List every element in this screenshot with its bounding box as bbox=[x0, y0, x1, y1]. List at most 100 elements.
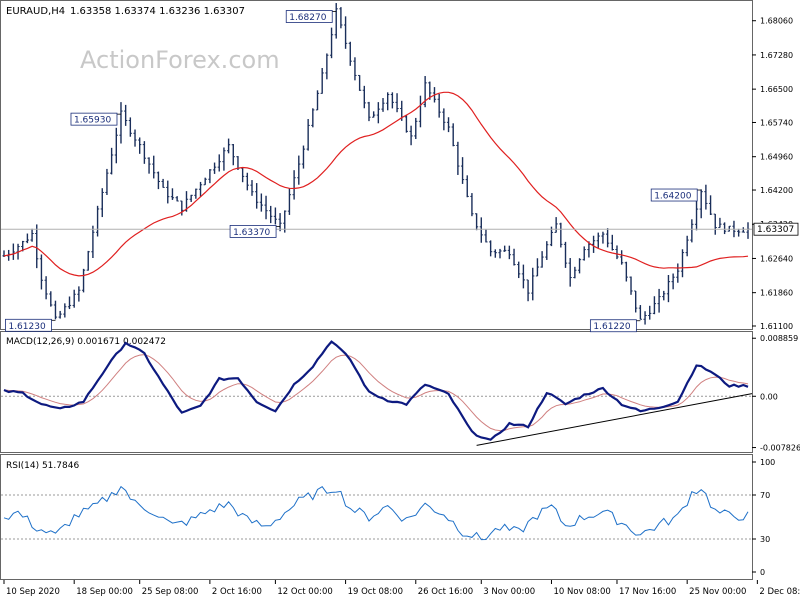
price-bar bbox=[475, 213, 479, 231]
price-bar bbox=[222, 147, 226, 171]
price-bar bbox=[545, 241, 549, 260]
price-bar bbox=[708, 195, 713, 216]
price-bar bbox=[329, 27, 334, 59]
ohlc-header: 1.63358 1.63374 1.63236 1.63307 bbox=[70, 6, 245, 17]
price-bar bbox=[680, 249, 685, 278]
price-bar bbox=[245, 172, 249, 191]
rsi-panel-frame bbox=[0, 454, 753, 580]
macd-main-line bbox=[3, 340, 749, 441]
price-bar bbox=[624, 261, 628, 282]
price-bar bbox=[367, 101, 371, 122]
price-bar bbox=[498, 248, 502, 259]
macd-signal-line bbox=[3, 354, 749, 432]
macd-y-tick-label: -0.007826 bbox=[760, 444, 800, 453]
price-bar bbox=[493, 249, 497, 258]
x-tick-label: 25 Nov 00:00 bbox=[689, 587, 746, 597]
macd-y-axis: 0.008859 0.00 -0.007826 bbox=[752, 334, 800, 453]
price-y-tick-label: 1.62640 bbox=[760, 254, 793, 263]
price-bar bbox=[194, 188, 198, 199]
price-bar bbox=[577, 258, 582, 274]
price-bar bbox=[718, 217, 722, 229]
price-y-tick-label: 1.67280 bbox=[760, 51, 793, 60]
x-tick-label: 10 Sep 2020 bbox=[6, 587, 60, 597]
price-bar bbox=[147, 157, 151, 174]
rsi-line bbox=[3, 485, 749, 541]
price-bar bbox=[540, 251, 544, 268]
price-bar bbox=[128, 117, 132, 137]
price-bar bbox=[339, 7, 343, 29]
annotation-box bbox=[229, 225, 277, 238]
price-bar bbox=[460, 157, 465, 184]
price-bar bbox=[138, 137, 142, 154]
price-bar bbox=[503, 245, 507, 252]
watermark: ActionForex.com bbox=[80, 46, 280, 74]
price-bar bbox=[156, 171, 161, 190]
price-bar bbox=[306, 119, 310, 151]
price-bar bbox=[652, 296, 657, 315]
price-bar bbox=[231, 143, 235, 166]
price-bar bbox=[517, 261, 521, 279]
annotation-label: 1.64200 bbox=[654, 192, 691, 202]
price-bar bbox=[666, 274, 671, 303]
price-bar bbox=[489, 240, 493, 257]
price-annotation: 1.65930 bbox=[70, 112, 121, 126]
price-bar bbox=[269, 205, 273, 224]
rsi-y-tick-label: 0 bbox=[760, 568, 765, 577]
price-bar bbox=[451, 123, 455, 147]
price-bar bbox=[634, 290, 638, 313]
price-bar bbox=[694, 199, 699, 231]
price-bar bbox=[25, 233, 29, 244]
price-bar bbox=[114, 127, 118, 164]
price-bar bbox=[227, 138, 231, 154]
price-bar bbox=[414, 117, 418, 140]
price-bar bbox=[180, 200, 184, 216]
price-bar bbox=[629, 276, 633, 295]
price-bar bbox=[395, 93, 399, 113]
annotation-box bbox=[5, 318, 52, 332]
x-tick-label: 17 Nov 16:00 bbox=[619, 587, 676, 597]
price-bar bbox=[133, 129, 137, 147]
macd-trendline bbox=[476, 393, 753, 446]
price-bar bbox=[255, 183, 259, 209]
price-bar bbox=[100, 188, 104, 218]
price-annotation: 1.68270 bbox=[285, 10, 337, 23]
price-bar bbox=[124, 104, 128, 126]
price-bar bbox=[325, 53, 329, 80]
x-tick-label: 2 Dec 08:00 bbox=[759, 587, 800, 597]
price-bar bbox=[559, 222, 563, 248]
price-bar bbox=[737, 228, 741, 237]
price-bar bbox=[175, 196, 179, 202]
price-bar bbox=[442, 108, 446, 131]
price-bar bbox=[161, 178, 165, 188]
annotation-box bbox=[589, 319, 637, 333]
x-tick-label: 3 Nov 00:00 bbox=[483, 587, 535, 597]
price-bar bbox=[685, 235, 689, 257]
price-bar bbox=[601, 231, 605, 244]
price-bar bbox=[91, 225, 95, 259]
x-tick-label: 2 Oct 16:00 bbox=[212, 587, 262, 597]
price-bar bbox=[63, 303, 67, 318]
price-bar bbox=[110, 147, 114, 175]
last-price-label: 1.63307 bbox=[757, 225, 794, 235]
price-bar bbox=[72, 289, 76, 308]
price-bar bbox=[212, 162, 217, 174]
price-bar bbox=[409, 125, 413, 146]
annotation-box bbox=[70, 112, 118, 126]
price-bar bbox=[596, 232, 600, 248]
x-tick-label: 12 Oct 00:00 bbox=[277, 587, 332, 597]
price-bar bbox=[372, 111, 376, 118]
price-bar bbox=[53, 300, 58, 320]
price-bar bbox=[741, 227, 745, 233]
macd-y-tick-label: 0.00 bbox=[760, 392, 778, 401]
price-bar bbox=[437, 93, 441, 118]
price-bar bbox=[35, 224, 39, 269]
price-bar bbox=[105, 168, 109, 195]
price-y-tick-label: 1.64960 bbox=[760, 153, 793, 162]
macd-panel-frame bbox=[0, 331, 753, 453]
price-bar bbox=[343, 16, 348, 49]
price-bar bbox=[292, 170, 296, 200]
price-bar bbox=[507, 245, 511, 260]
price-bar bbox=[615, 245, 619, 260]
last-price-box bbox=[753, 222, 799, 236]
price-y-tick-label: 1.65740 bbox=[760, 118, 793, 127]
